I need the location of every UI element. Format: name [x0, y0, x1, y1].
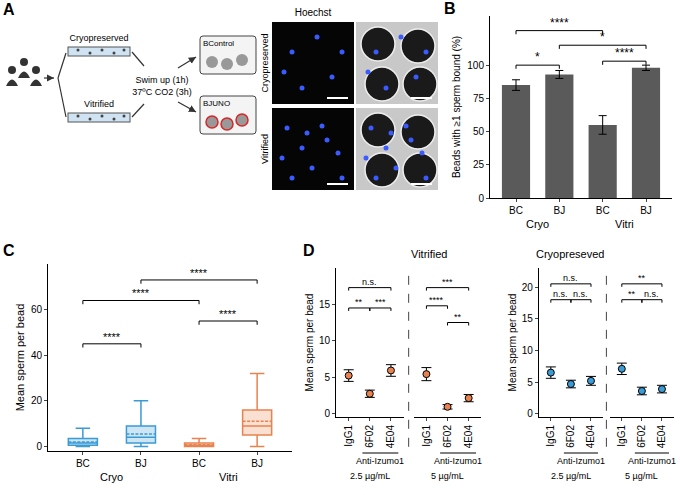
svg-text:BC: BC	[596, 205, 610, 216]
svg-text:Anti-Izumo1: Anti-Izumo1	[628, 456, 676, 466]
svg-text:6F02: 6F02	[442, 425, 453, 448]
svg-text:5: 5	[324, 372, 330, 383]
html-text:B: B	[444, 0, 456, 17]
svg-text:Vitrified: Vitrified	[84, 99, 114, 109]
svg-text:Mean sperm per bead: Mean sperm per bead	[14, 304, 26, 412]
svg-text:Vitrified: Vitrified	[260, 134, 270, 164]
svg-text:5 µg/mL: 5 µg/mL	[431, 471, 464, 481]
svg-text:n.s.: n.s.	[362, 277, 377, 287]
svg-text:Cryo: Cryo	[526, 218, 549, 230]
svg-text:****: ****	[219, 308, 237, 320]
svg-text:**: **	[628, 289, 636, 299]
svg-text:****: ****	[429, 295, 444, 305]
svg-text:****: ****	[615, 46, 634, 60]
svg-text:Cryopreseved: Cryopreseved	[536, 248, 604, 260]
svg-text:0: 0	[324, 408, 330, 419]
svg-text:50: 50	[473, 126, 485, 137]
svg-text:75: 75	[473, 93, 485, 104]
svg-text:n.s.: n.s.	[553, 289, 568, 299]
svg-text:****: ****	[132, 287, 150, 299]
svg-text:Mean sperm per bead: Mean sperm per bead	[507, 294, 518, 392]
svg-text:60: 60	[31, 304, 43, 315]
svg-text:***: ***	[375, 297, 386, 307]
svg-text:Cryopreserved: Cryopreserved	[69, 33, 128, 43]
html-text:D: D	[303, 242, 315, 259]
svg-text:IgG1: IgG1	[616, 425, 627, 447]
svg-text:0: 0	[527, 408, 533, 419]
svg-text:BC: BC	[76, 458, 90, 469]
svg-text:Swim up (1h): Swim up (1h)	[135, 75, 188, 85]
svg-text:Cryopreserved: Cryopreserved	[260, 33, 270, 92]
svg-text:2.5 µg/mL: 2.5 µg/mL	[350, 471, 390, 481]
svg-text:25: 25	[473, 159, 485, 170]
svg-text:Beads with ≥1 sperm bound (%): Beads with ≥1 sperm bound (%)	[451, 36, 462, 178]
svg-text:n.s.: n.s.	[644, 289, 659, 299]
svg-text:n.s.: n.s.	[563, 273, 578, 283]
svg-text:BJUNO: BJUNO	[203, 99, 230, 108]
svg-text:15: 15	[522, 313, 534, 324]
svg-text:100: 100	[467, 60, 484, 71]
svg-text:4E04: 4E04	[463, 425, 474, 449]
svg-text:4E04: 4E04	[656, 425, 667, 449]
svg-text:Vitri: Vitri	[615, 218, 634, 230]
svg-text:IgG1: IgG1	[545, 425, 556, 447]
html-text:C: C	[3, 242, 15, 259]
svg-text:****: ****	[190, 267, 208, 279]
svg-text:BC: BC	[192, 458, 206, 469]
svg-text:BControl: BControl	[203, 39, 234, 48]
svg-text:10: 10	[319, 335, 331, 346]
svg-text:A: A	[3, 1, 15, 18]
svg-text:IgG1: IgG1	[421, 425, 432, 447]
svg-text:*: *	[600, 30, 605, 44]
svg-text:Hoechst: Hoechst	[295, 7, 332, 18]
svg-text:0: 0	[478, 193, 484, 204]
svg-text:****: ****	[103, 331, 121, 343]
svg-text:4E04: 4E04	[585, 425, 596, 449]
svg-text:5: 5	[527, 377, 533, 388]
svg-text:Vitrified: Vitrified	[411, 248, 447, 260]
svg-text:BJ: BJ	[135, 458, 147, 469]
svg-text:Anti-Izumo1: Anti-Izumo1	[356, 456, 404, 466]
svg-text:n.s.: n.s.	[573, 289, 588, 299]
svg-text:Cryo: Cryo	[100, 471, 123, 483]
svg-text:*: *	[535, 50, 540, 64]
svg-text:BJ: BJ	[640, 205, 652, 216]
svg-text:6F02: 6F02	[364, 425, 375, 448]
svg-text:20: 20	[31, 395, 43, 406]
svg-text:Mean sperm per bead: Mean sperm per bead	[304, 294, 315, 392]
svg-text:**: **	[454, 312, 462, 322]
svg-text:IgG1: IgG1	[343, 425, 354, 447]
svg-text:BJ: BJ	[553, 205, 565, 216]
svg-text:**: **	[355, 297, 363, 307]
svg-text:Anti-Izumo1: Anti-Izumo1	[557, 456, 605, 466]
svg-text:20: 20	[522, 282, 534, 293]
svg-text:Vitri: Vitri	[219, 471, 238, 483]
svg-text:15: 15	[319, 299, 331, 310]
svg-text:BJ: BJ	[251, 458, 263, 469]
svg-text:4E04: 4E04	[385, 425, 396, 449]
svg-text:Anti-Izumo1: Anti-Izumo1	[434, 456, 482, 466]
svg-text:6F02: 6F02	[636, 425, 647, 448]
svg-text:2.5 µg/mL: 2.5 µg/mL	[551, 471, 591, 481]
svg-text:0: 0	[36, 441, 42, 452]
svg-text:****: ****	[550, 16, 569, 30]
svg-text:40: 40	[31, 350, 43, 361]
svg-text:6F02: 6F02	[565, 425, 576, 448]
svg-text:5 µg/mL: 5 µg/mL	[625, 471, 658, 481]
svg-text:10: 10	[522, 345, 534, 356]
svg-text:**: **	[638, 273, 646, 283]
svg-text:BC: BC	[509, 205, 523, 216]
svg-text:37ºC CO2 (3h): 37ºC CO2 (3h)	[132, 87, 191, 97]
svg-text:***: ***	[442, 277, 453, 287]
